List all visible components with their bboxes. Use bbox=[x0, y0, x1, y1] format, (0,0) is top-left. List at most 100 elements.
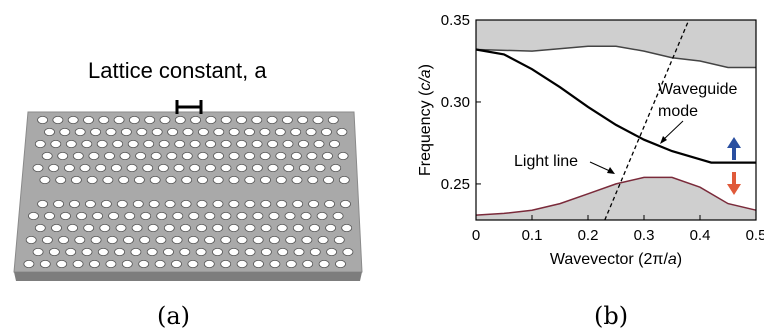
lattice-hole bbox=[203, 259, 215, 268]
lattice-hole bbox=[42, 235, 53, 244]
lattice-hole bbox=[252, 211, 264, 220]
lattice-hole bbox=[171, 259, 182, 268]
lattice-hole bbox=[108, 211, 119, 220]
lattice-hole bbox=[205, 139, 217, 148]
lattice-hole bbox=[323, 175, 334, 184]
waveguide-pointer bbox=[661, 120, 684, 142]
lattice-hole bbox=[106, 235, 118, 244]
down-arrow-icon-head bbox=[727, 184, 741, 195]
lattice-hole bbox=[79, 163, 91, 172]
lattice-hole bbox=[332, 211, 344, 220]
lattice-hole bbox=[302, 259, 314, 268]
lattice-hole bbox=[187, 259, 199, 268]
lattice-hole bbox=[228, 175, 240, 184]
lattice-hole bbox=[205, 116, 217, 125]
lattice-hole bbox=[182, 127, 194, 136]
lattice-hole bbox=[128, 116, 140, 125]
lattice-hole bbox=[23, 259, 35, 268]
lattice-hole bbox=[318, 259, 330, 268]
lattice-hole bbox=[127, 139, 139, 148]
lattice-hole bbox=[126, 163, 138, 172]
lattice-hole bbox=[37, 199, 48, 208]
lattice-hole bbox=[330, 163, 342, 172]
lattice-hole bbox=[291, 175, 303, 184]
lattice-hole bbox=[89, 259, 100, 268]
lattice-hole bbox=[102, 175, 114, 184]
lattice-hole bbox=[135, 151, 147, 160]
lattice-hole bbox=[326, 247, 338, 256]
lattice-hole bbox=[143, 139, 155, 148]
lattice-hole bbox=[189, 139, 201, 148]
photonic-crystal-slab bbox=[13, 100, 363, 281]
lattice-hole bbox=[324, 199, 336, 208]
lattice-hole bbox=[174, 116, 186, 125]
light-line-pointer-head bbox=[607, 167, 615, 174]
lattice-hole bbox=[187, 235, 199, 244]
lattice-hole bbox=[166, 151, 178, 160]
lattice-hole bbox=[32, 163, 44, 172]
lattice-hole bbox=[181, 151, 193, 160]
x-tick-label: 0.4 bbox=[690, 227, 711, 244]
lattice-hole bbox=[72, 151, 84, 160]
lattice-hole bbox=[156, 211, 168, 220]
lattice-hole bbox=[196, 223, 208, 232]
lattice-hole bbox=[146, 247, 158, 256]
annotation-light-line: Light line bbox=[514, 153, 578, 170]
panel-a: Lattice constant, a bbox=[0, 0, 370, 335]
lattice-hole bbox=[322, 151, 333, 160]
lattice-hole bbox=[50, 139, 62, 148]
plot-frame bbox=[475, 19, 757, 221]
lattice-hole bbox=[321, 127, 332, 136]
lattice-hole bbox=[329, 139, 340, 148]
lattice-hole bbox=[140, 211, 152, 220]
lattice-hole bbox=[131, 223, 143, 232]
lattice-hole bbox=[112, 139, 124, 148]
lattice-hole bbox=[195, 247, 207, 256]
x-tick-label: 0.1 bbox=[522, 227, 543, 244]
lattice-hole bbox=[297, 116, 309, 125]
lattice-hole bbox=[119, 151, 131, 160]
lattice-hole bbox=[342, 247, 354, 256]
lattice-hole bbox=[114, 247, 125, 256]
lattice-hole bbox=[60, 211, 71, 220]
lattice-hole bbox=[118, 175, 130, 184]
lattice-hole bbox=[306, 151, 318, 160]
lattice-hole bbox=[123, 235, 134, 244]
lattice-hole bbox=[253, 259, 264, 268]
lattice-hole bbox=[220, 116, 232, 125]
lattice-hole bbox=[83, 116, 94, 125]
upper-band-edge bbox=[475, 45, 756, 69]
lattice-hole bbox=[309, 223, 320, 232]
lattice-hole bbox=[313, 139, 325, 148]
lattice-hole bbox=[116, 199, 128, 208]
lattice-hole bbox=[76, 211, 87, 220]
lattice-hole bbox=[142, 163, 154, 172]
lattice-hole bbox=[236, 139, 248, 148]
lower-band-fill bbox=[476, 177, 756, 220]
lattice-hole bbox=[101, 199, 112, 208]
lattice-hole bbox=[274, 127, 286, 136]
lattice-hole bbox=[165, 175, 177, 184]
lattice-hole bbox=[260, 223, 272, 232]
lattice-hole bbox=[204, 235, 216, 244]
lattice-hole bbox=[90, 235, 102, 244]
lattice-hole bbox=[220, 211, 232, 220]
lattice-hole bbox=[113, 116, 125, 125]
lattice-hole bbox=[336, 127, 348, 136]
caption-b: (b) bbox=[594, 302, 629, 330]
lattice-hole bbox=[285, 259, 297, 268]
y-tick-label: 0.30 bbox=[441, 94, 470, 111]
lattice-hole bbox=[314, 163, 326, 172]
lattice-hole bbox=[275, 151, 287, 160]
lattice-hole bbox=[236, 235, 248, 244]
lattice-hole bbox=[132, 199, 144, 208]
lattice-hole bbox=[86, 175, 98, 184]
lattice-hole bbox=[52, 116, 64, 125]
lattice-hole bbox=[244, 247, 256, 256]
lattice-hole bbox=[88, 151, 100, 160]
lattice-hole bbox=[251, 139, 263, 148]
lattice-hole bbox=[212, 199, 224, 208]
lattice-hole bbox=[251, 116, 263, 125]
lattice-hole bbox=[228, 151, 240, 160]
lattice-hole bbox=[130, 247, 142, 256]
